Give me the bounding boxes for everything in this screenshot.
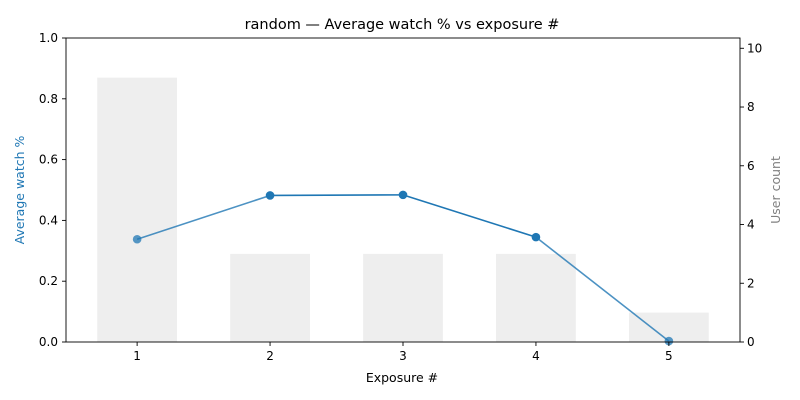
x-tick-label-4: 4 [532, 349, 540, 363]
y-left-tick-label-5: 1.0 [39, 31, 58, 45]
y-left-tick-label-1: 0.2 [39, 274, 58, 288]
point-average-watch-3 [398, 190, 408, 200]
bar-user-count-4 [496, 253, 576, 342]
x-tick-label-1: 1 [133, 349, 141, 363]
bar-user-count-1 [97, 77, 178, 343]
x-tick-label-3: 3 [399, 349, 407, 363]
y-right-tick-label-5: 10 [747, 41, 762, 55]
y-right-tick-label-1: 2 [747, 276, 755, 290]
y-left-tick-label-4: 0.8 [39, 92, 58, 106]
y-axis-left-label: Average watch % [12, 136, 27, 245]
line-segment-2 [270, 194, 404, 197]
line-segment-3 [402, 194, 537, 238]
y-left-tick-label-2: 0.4 [39, 213, 58, 227]
bars-layer [97, 77, 709, 343]
y-right-tick-label-0: 0 [747, 335, 755, 349]
bar-user-count-3 [363, 253, 443, 342]
y-left-tick-label-3: 0.6 [39, 153, 58, 167]
line-layer [132, 190, 674, 346]
chart-title: random — Average watch % vs exposure # [245, 17, 560, 33]
x-axis-label: Exposure # [366, 370, 438, 385]
y-right-tick-label-4: 8 [747, 100, 755, 114]
y-left-tick-label-0: 0.0 [39, 335, 58, 349]
point-average-watch-1 [132, 234, 142, 244]
axes-layer: 1 2 3 4 5 0.0 0.2 0.4 0.6 0.8 1.0 0 2 4 6 8 10 [39, 31, 762, 363]
y-right-tick-label-2: 4 [747, 218, 755, 232]
point-average-watch-4 [531, 232, 541, 242]
x-tick-label-5: 5 [665, 349, 673, 363]
x-tick-label-2: 2 [266, 349, 274, 363]
point-average-watch-5 [664, 336, 674, 346]
y-right-tick-label-3: 6 [747, 159, 755, 173]
line-segment-4 [535, 236, 670, 342]
point-average-watch-2 [265, 191, 275, 200]
y-axis-right-label: User count [768, 156, 783, 224]
line-segment-1 [136, 194, 271, 241]
bar-user-count-2 [230, 253, 310, 342]
